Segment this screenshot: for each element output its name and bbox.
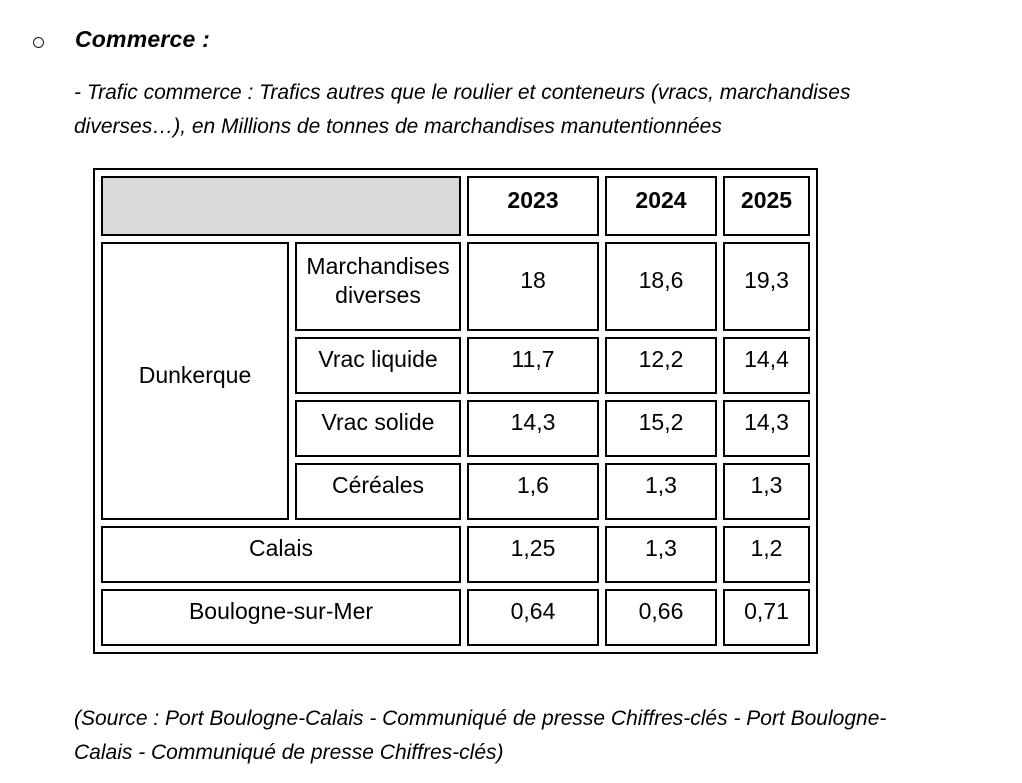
table-row-boulogne-sur-mer: Boulogne-sur-Mer 0,64 0,66 0,71	[101, 589, 810, 646]
source-line-2: Calais - Communiqué de presse Chiffres-c…	[74, 741, 504, 764]
category-cell: Céréales	[295, 463, 461, 520]
value-cell: 18,6	[605, 242, 717, 331]
table-row-calais: Calais 1,25 1,3 1,2	[101, 526, 810, 583]
value-cell: 1,6	[467, 463, 599, 520]
port-cell-dunkerque: Dunkerque	[101, 242, 289, 520]
value-cell: 14,3	[723, 400, 810, 457]
port-cell-boulogne-sur-mer: Boulogne-sur-Mer	[101, 589, 461, 646]
table-header-row: 2023 2024 2025	[101, 176, 810, 236]
value-cell: 0,64	[467, 589, 599, 646]
port-cell-calais: Calais	[101, 526, 461, 583]
category-cell: Vrac solide	[295, 400, 461, 457]
list-bullet-icon	[33, 37, 44, 48]
value-cell: 1,25	[467, 526, 599, 583]
intro-line-2: diverses…), en Millions de tonnes de mar…	[74, 115, 722, 138]
intro-paragraph: - Trafic commerce : Trafics autres que l…	[74, 76, 984, 144]
table-row-marchandises-diverses: Dunkerque Marchandises diverses 18 18,6 …	[101, 242, 810, 520]
value-cell: 14,3	[467, 400, 599, 457]
traffic-table-container: 2023 2024 2025 Dunkerque Marchandises di…	[93, 168, 818, 654]
table-row-vrac-liquide: Vrac liquide 11,7 12,2 14,4	[101, 337, 810, 394]
traffic-table: 2023 2024 2025 Dunkerque Marchandises di…	[93, 168, 818, 654]
table-row-vrac-solide: Vrac solide 14,3 15,2 14,3	[101, 400, 810, 457]
value-cell: 0,66	[605, 589, 717, 646]
category-cell: Marchandises diverses	[295, 242, 461, 331]
empty-header-cell	[101, 176, 461, 236]
year-header-2024: 2024	[605, 176, 717, 236]
source-line-1: (Source : Port Boulogne-Calais - Communi…	[74, 707, 887, 730]
value-cell: 14,4	[723, 337, 810, 394]
table-row-cereales: Céréales 1,6 1,3 1,3	[101, 463, 810, 520]
value-cell: 19,3	[723, 242, 810, 331]
value-cell: 1,3	[605, 526, 717, 583]
intro-line-1: - Trafic commerce : Trafics autres que l…	[74, 81, 851, 104]
category-cell: Vrac liquide	[295, 337, 461, 394]
year-header-2025: 2025	[723, 176, 810, 236]
value-cell: 1,3	[605, 463, 717, 520]
value-cell: 11,7	[467, 337, 599, 394]
value-cell: 1,2	[723, 526, 810, 583]
year-header-2023: 2023	[467, 176, 599, 236]
value-cell: 12,2	[605, 337, 717, 394]
value-cell: 18	[467, 242, 599, 331]
value-cell: 15,2	[605, 400, 717, 457]
value-cell: 0,71	[723, 589, 810, 646]
section-heading: Commerce :	[75, 26, 210, 52]
source-note: (Source : Port Boulogne-Calais - Communi…	[74, 702, 1004, 770]
value-cell: 1,3	[723, 463, 810, 520]
